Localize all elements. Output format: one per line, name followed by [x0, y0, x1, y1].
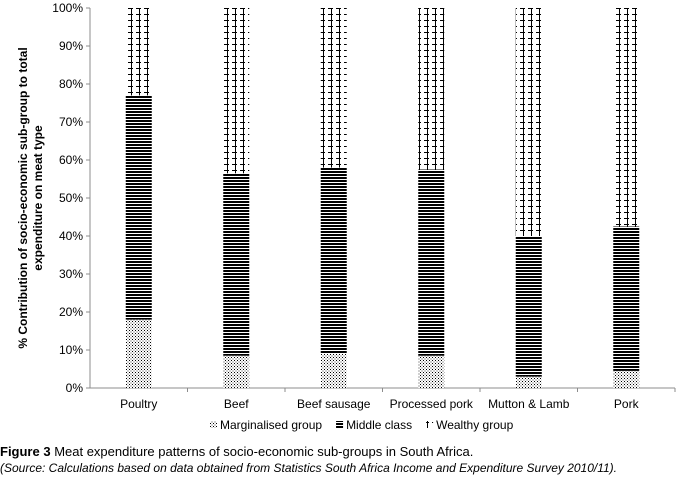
- bar-segment-middle-class: [418, 169, 445, 356]
- x-tick-label: Beef: [224, 397, 249, 411]
- y-tick-label: 70%: [59, 115, 83, 129]
- y-tick-label: 0%: [66, 381, 84, 395]
- legend-label-middle-class: Middle class: [346, 418, 412, 432]
- bar-segment-marginalised: [125, 319, 152, 388]
- legend-marker-wealthy: [426, 421, 434, 428]
- legend-label-wealthy: Wealthy group: [436, 418, 513, 432]
- y-axis-title-line-1: % Contribution of socio-economic sub-gro…: [16, 47, 30, 348]
- figure-caption-text: Meat expenditure patterns of socio-econo…: [50, 444, 474, 459]
- bar-segment-marginalised: [320, 353, 347, 388]
- y-tick-label: 100%: [52, 1, 83, 15]
- figure-caption: Figure 3 Meat expenditure patterns of so…: [0, 444, 695, 459]
- source-note: (Source: Calculations based on data obta…: [0, 461, 618, 475]
- bar-segment-wealthy: [125, 8, 152, 96]
- bar-segment-marginalised: [223, 355, 250, 388]
- legend: Marginalised group Middle class Wealthy gr…: [210, 418, 514, 432]
- x-tick-label: Pork: [614, 397, 640, 411]
- bar-segment-wealthy: [418, 8, 445, 170]
- x-tick-label: Beef sausage: [297, 397, 371, 411]
- bar-segment-marginalised: [515, 376, 542, 388]
- y-tick-label: 30%: [59, 267, 83, 281]
- legend-marker-marginalised: [210, 421, 217, 428]
- bar-segment-marginalised: [613, 370, 640, 388]
- bar-segment-middle-class: [515, 236, 542, 377]
- bar-segment-wealthy: [223, 8, 250, 174]
- x-tick-labels: Poultry Beef Beef sausage Processed pork Mut…: [120, 388, 676, 411]
- figure-label: Figure 3: [0, 444, 51, 459]
- bar-segment-middle-class: [613, 226, 640, 371]
- bar-segment-marginalised: [418, 355, 445, 388]
- bar-segment-middle-class: [223, 173, 250, 356]
- bars: [125, 8, 640, 388]
- y-tick-label: 80%: [59, 77, 83, 91]
- y-tick-label: 40%: [59, 229, 83, 243]
- bar-segment-middle-class: [320, 167, 347, 354]
- stacked-bar-chart: 0% 10% 20% 30% 40% 50% 60% 70% 80% 90% 100% Poultr…: [16, 1, 676, 432]
- y-tick-label: 90%: [59, 39, 83, 53]
- bar-segment-wealthy: [515, 8, 542, 236]
- y-axis-title-line-2: expenditure on meat type: [31, 125, 45, 271]
- bar-segment-wealthy: [613, 8, 640, 227]
- legend-marker-middle-class: [336, 421, 344, 428]
- y-tick-label: 10%: [59, 343, 83, 357]
- y-tick-label: 60%: [59, 153, 83, 167]
- bar-segment-middle-class: [125, 95, 152, 320]
- y-tick-labels: 0% 10% 20% 30% 40% 50% 60% 70% 80% 90% 100%: [52, 1, 90, 395]
- x-tick-label: Processed pork: [390, 397, 474, 411]
- y-tick-label: 20%: [59, 305, 83, 319]
- x-tick-label: Poultry: [120, 397, 157, 411]
- bar-segment-wealthy: [320, 8, 347, 168]
- x-tick-label: Mutton & Lamb: [488, 397, 570, 411]
- y-tick-label: 50%: [59, 191, 83, 205]
- legend-label-marginalised: Marginalised group: [220, 418, 322, 432]
